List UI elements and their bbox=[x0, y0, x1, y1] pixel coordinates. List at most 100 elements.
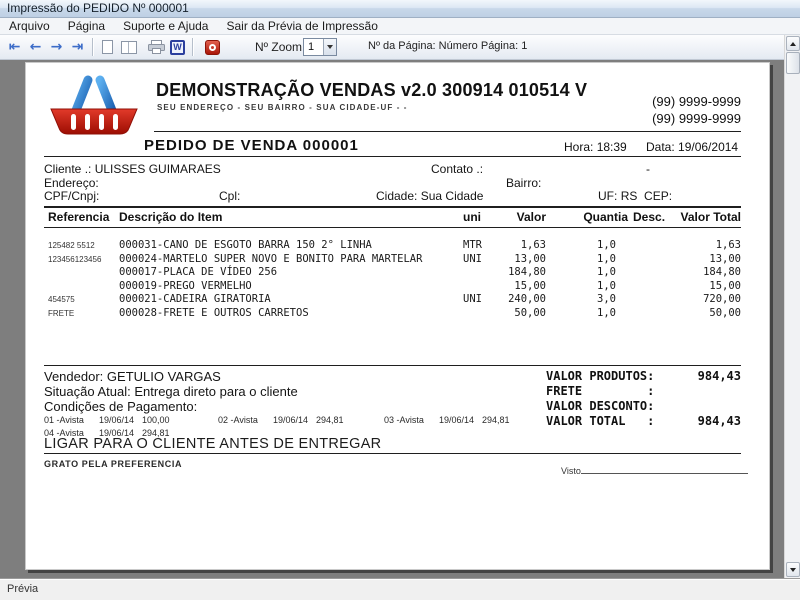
last-page-button[interactable] bbox=[68, 37, 87, 57]
page-number-info: Nº da Página: Número Página: 1 bbox=[368, 40, 528, 52]
zoom-label: Nº Zoom bbox=[255, 40, 303, 54]
contact-value: - bbox=[646, 162, 650, 176]
menu-bar: Arquivo Página Suporte e Ajuda Sair da P… bbox=[0, 18, 800, 35]
item-valor: 240,00 bbox=[508, 293, 546, 305]
col-header-descricao: Descrição do Item bbox=[119, 210, 223, 224]
zoom-select[interactable]: 1 bbox=[303, 38, 337, 56]
client-name-label: Cliente .: ULISSES GUIMARAES bbox=[44, 162, 221, 176]
totals-block: VALOR PRODUTOS: 984,43 FRETE : VALOR DES… bbox=[546, 369, 741, 431]
previous-page-button[interactable] bbox=[26, 37, 45, 57]
client-name: ULISSES GUIMARAES bbox=[94, 162, 221, 176]
col-header-valor: Valor bbox=[516, 210, 546, 224]
menu-suporte-ajuda[interactable]: Suporte e Ajuda bbox=[123, 19, 209, 33]
item-quantia: 1,0 bbox=[597, 253, 616, 265]
window-title: Impressão do PEDIDO Nº 000001 bbox=[7, 1, 189, 15]
export-word-button[interactable]: W bbox=[168, 37, 187, 57]
close-preview-icon bbox=[205, 39, 220, 55]
divider bbox=[44, 156, 741, 157]
city-value: Sua Cidade bbox=[420, 189, 484, 203]
item-valor: 15,00 bbox=[514, 280, 546, 292]
item-desc: 000024-MARTELO SUPER NOVO E BONITO PARA … bbox=[119, 253, 423, 265]
cpf-label: CPF/Cnpj: bbox=[44, 189, 100, 203]
document-page: DEMONSTRAÇÃO VENDAS v2.0 300914 010514 V… bbox=[25, 62, 770, 570]
order-title: PEDIDO DE VENDA 000001 bbox=[144, 137, 359, 154]
menu-pagina[interactable]: Página bbox=[67, 19, 106, 33]
single-page-icon bbox=[102, 40, 113, 54]
signature-line bbox=[580, 465, 748, 474]
menu-sair-previa[interactable]: Sair da Prévia de Impressão bbox=[226, 19, 378, 33]
table-row: 454575 000021-CADEIRA GIRATORIA UNI 240,… bbox=[26, 293, 769, 306]
item-uni: MTR bbox=[463, 239, 482, 251]
divider bbox=[44, 227, 741, 228]
company-phones: (99) 9999-9999 (99) 9999-9999 bbox=[546, 93, 741, 127]
print-button[interactable] bbox=[147, 37, 166, 57]
item-desc: 000019-PREGO VERMELHO bbox=[119, 280, 252, 292]
item-ref: FRETE bbox=[48, 309, 75, 318]
company-name: DEMONSTRAÇÃO VENDAS v2.0 300914 010514 V bbox=[156, 80, 588, 100]
total-desconto: VALOR DESCONTO: bbox=[546, 399, 655, 413]
scroll-up-button[interactable] bbox=[786, 36, 800, 51]
col-header-uni: uni bbox=[463, 210, 481, 224]
table-row: 123456123456 000024-MARTELO SUPER NOVO E… bbox=[26, 253, 769, 266]
order-date: Data: 19/06/2014 bbox=[646, 140, 739, 154]
first-page-button[interactable] bbox=[5, 37, 24, 57]
item-valor: 1,63 bbox=[520, 239, 546, 251]
divider bbox=[44, 365, 741, 366]
item-ref: 125482 5512 bbox=[48, 241, 95, 250]
two-page-icon bbox=[120, 40, 137, 54]
status-bar: Prévia bbox=[0, 578, 800, 600]
scroll-thumb[interactable] bbox=[786, 52, 800, 74]
item-valor: 13,00 bbox=[514, 253, 546, 265]
item-total: 184,80 bbox=[703, 266, 741, 278]
city-field: Cidade: Sua Cidade bbox=[376, 189, 484, 203]
delivery-message: LIGAR PARA O CLIENTE ANTES DE ENTREGAR bbox=[44, 436, 382, 452]
payment-installment: 01 -Avista 19/06/14 100,00 bbox=[44, 415, 170, 425]
printer-icon bbox=[148, 40, 165, 54]
preview-area: DEMONSTRAÇÃO VENDAS v2.0 300914 010514 V… bbox=[0, 60, 800, 578]
thanks-message: GRATO PELA PREFERENCIA bbox=[44, 459, 183, 469]
vendor-line: Vendedor: GETULIO VARGAS bbox=[44, 369, 221, 384]
scroll-down-button[interactable] bbox=[786, 562, 800, 577]
district-label: Bairro: bbox=[506, 176, 542, 190]
col-header-valor-total: Valor Total bbox=[680, 210, 741, 224]
col-header-desc: Desc. bbox=[633, 210, 666, 224]
item-valor: 50,00 bbox=[514, 307, 546, 319]
status-text: Prévia bbox=[7, 583, 39, 595]
vendor-name: GETULIO VARGAS bbox=[106, 369, 221, 384]
next-page-button[interactable] bbox=[47, 37, 66, 57]
total-frete: FRETE : bbox=[546, 384, 655, 398]
uf-value: RS bbox=[620, 189, 638, 203]
uf-cep-field: UF: RS CEP: bbox=[598, 189, 673, 203]
single-page-view-button[interactable] bbox=[98, 37, 117, 57]
divider bbox=[44, 453, 741, 454]
address-label: Endereço: bbox=[44, 176, 99, 190]
two-page-view-button[interactable] bbox=[119, 37, 138, 57]
item-total: 1,63 bbox=[715, 239, 741, 251]
payment-installment: 02 -Avista 19/06/14 294,81 bbox=[218, 415, 344, 425]
item-uni: UNI bbox=[463, 253, 482, 265]
item-uni: UNI bbox=[463, 293, 482, 305]
status-line: Situação Atual: Entrega direto para o cl… bbox=[44, 384, 298, 399]
arrow-down-icon bbox=[790, 567, 796, 572]
menu-arquivo[interactable]: Arquivo bbox=[9, 19, 50, 33]
payment-terms-label: Condições de Pagamento: bbox=[44, 399, 198, 414]
col-header-referencia: Referencia bbox=[48, 210, 110, 224]
item-quantia: 1,0 bbox=[597, 239, 616, 251]
item-quantia: 3,0 bbox=[597, 293, 616, 305]
divider bbox=[154, 131, 741, 132]
close-preview-button[interactable] bbox=[203, 37, 222, 57]
cpl-label: Cpl: bbox=[219, 189, 241, 203]
item-desc: 000028-FRETE E OUTROS CARRETOS bbox=[119, 307, 309, 319]
title-bar[interactable]: Impressão do PEDIDO Nº 000001 bbox=[0, 0, 800, 18]
order-time: Hora: 18:39 bbox=[564, 140, 627, 154]
vertical-scrollbar[interactable] bbox=[784, 35, 800, 578]
item-desc: 000021-CADEIRA GIRATORIA bbox=[119, 293, 271, 305]
chevron-down-icon[interactable] bbox=[323, 39, 336, 55]
phone-1: (99) 9999-9999 bbox=[652, 94, 741, 109]
item-valor: 184,80 bbox=[508, 266, 546, 278]
item-total: 50,00 bbox=[709, 307, 741, 319]
col-header-quantia: Quantia bbox=[583, 210, 628, 224]
basket-logo-icon bbox=[50, 75, 138, 135]
item-total: 13,00 bbox=[709, 253, 741, 265]
